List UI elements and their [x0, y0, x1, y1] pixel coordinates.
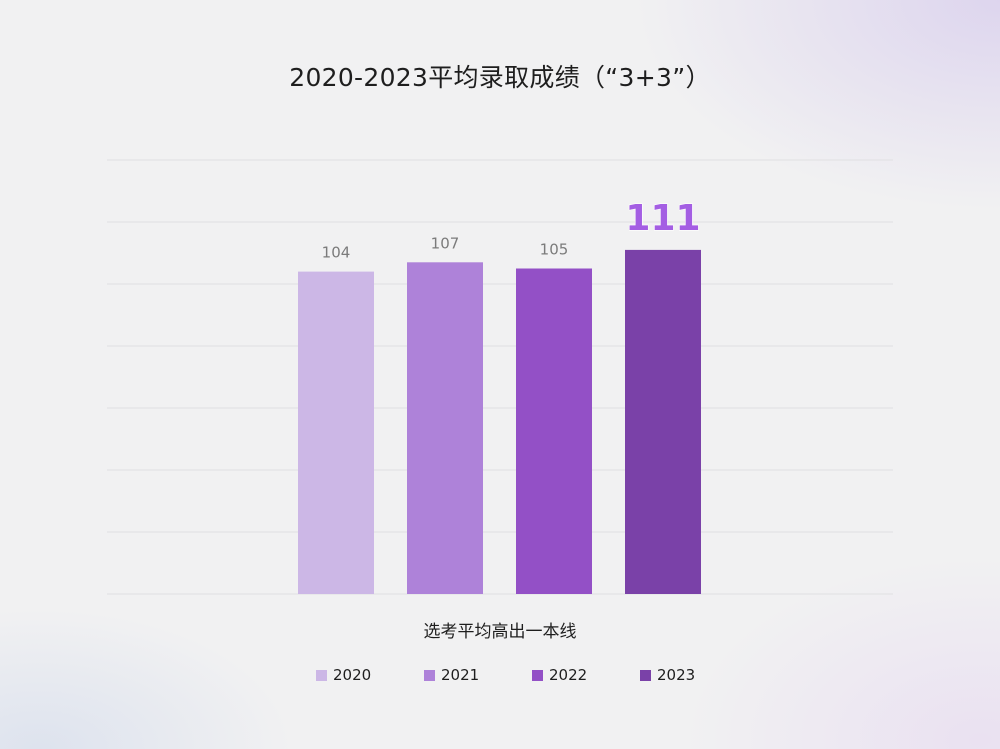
- data-label-2023: 111: [625, 198, 700, 239]
- x-category-label: 选考平均高出一本线: [423, 622, 577, 642]
- legend-item-2022: 2022: [532, 666, 587, 684]
- legend-label: 2022: [549, 666, 588, 684]
- legend-label: 2021: [441, 666, 480, 684]
- legend-item-2021: 2021: [424, 666, 479, 684]
- chart-title: 2020-2023平均录取成绩（“3+3”）: [289, 63, 711, 92]
- legend-label: 2023: [657, 666, 696, 684]
- legend-swatch: [640, 669, 651, 681]
- data-labels: 104 107 105 111: [322, 197, 701, 262]
- bar-2021: [407, 262, 483, 594]
- legend-swatch: [424, 669, 435, 681]
- data-label-2020: 104: [322, 244, 351, 262]
- legend-label: 2020: [333, 666, 372, 684]
- legend-swatch: [532, 669, 543, 681]
- gridlines: [107, 159, 893, 595]
- legend-swatch: [316, 669, 327, 681]
- bar-2020: [298, 271, 374, 594]
- legend: 2020 2021 2022 2023: [316, 666, 716, 688]
- bar-2023: [625, 249, 701, 594]
- data-label-2022: 105: [540, 241, 569, 259]
- legend-item-2020: 2020: [316, 666, 371, 684]
- bars: [298, 249, 701, 594]
- legend-item-2023: 2023: [640, 666, 695, 684]
- bar-2022: [516, 268, 592, 594]
- data-label-2021: 107: [431, 234, 460, 252]
